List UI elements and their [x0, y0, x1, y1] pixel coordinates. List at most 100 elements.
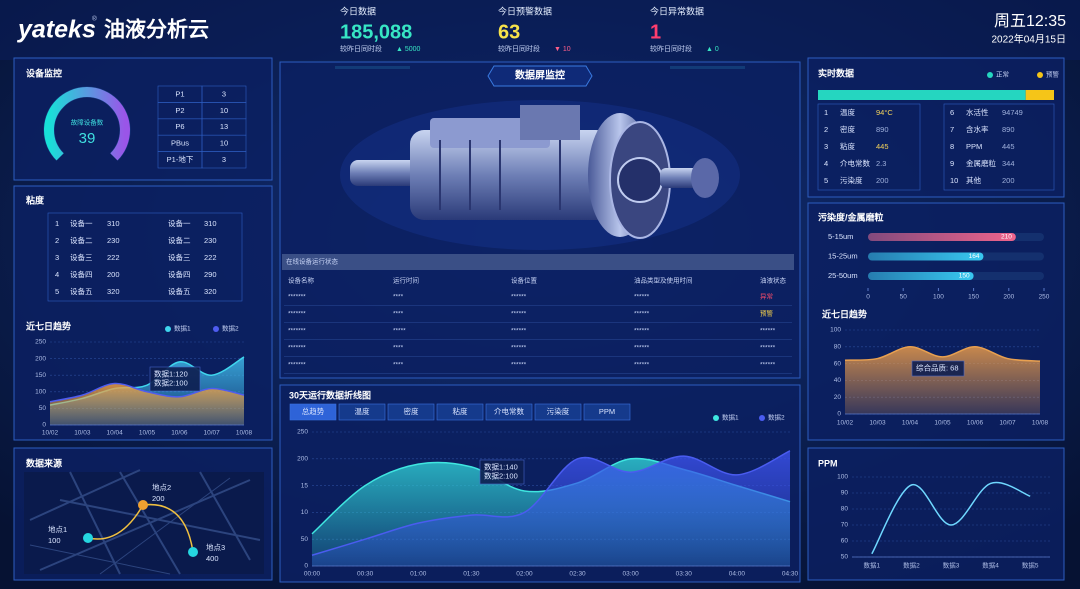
table-text: ****	[393, 294, 404, 301]
y-tick-label: 60	[834, 360, 842, 367]
panel-title: 30天运行数据折线图	[289, 389, 371, 400]
bar	[868, 233, 1016, 241]
table-text: ******	[634, 328, 650, 335]
machine-image	[340, 100, 740, 250]
tab-label[interactable]: 粘度	[453, 406, 468, 416]
tab[interactable]	[534, 403, 582, 421]
row-name: 其他	[966, 175, 981, 185]
table-text: 设备四	[70, 269, 93, 279]
y-tick-label: 150	[35, 372, 46, 379]
row-name: 温度	[840, 107, 855, 117]
tab-label[interactable]: 污染度	[547, 406, 570, 416]
tab-label[interactable]: 总趋势	[302, 406, 325, 416]
tab-label[interactable]: 介电常数	[494, 406, 524, 416]
table-header: 油液状态	[760, 276, 787, 285]
table-text: *******	[288, 311, 306, 318]
row-number: 4	[824, 159, 828, 168]
tab-label[interactable]: PPM	[599, 407, 615, 416]
row-name: 金属磨粒	[966, 158, 996, 168]
x-tick-label: 10/04	[107, 430, 124, 437]
y-tick-label: 5-15um	[828, 232, 853, 241]
x-tick-label: 04:30	[782, 571, 799, 578]
row-number: 1	[824, 108, 828, 117]
x-tick-label: 100	[933, 294, 944, 301]
value-label: 164	[969, 253, 980, 260]
line	[49, 382, 245, 403]
kpi-change: ▲ 0	[706, 46, 719, 53]
row-name: 含水率	[966, 124, 989, 134]
table-text: 222	[204, 253, 217, 262]
y-tick-label: 50	[841, 554, 849, 561]
panel-title: 粘度	[25, 194, 45, 205]
y-tick-label: 70	[841, 522, 849, 529]
table-text: 310	[204, 219, 217, 228]
bar	[868, 272, 974, 280]
map-value: 400	[206, 554, 219, 563]
line	[844, 346, 1041, 362]
row-number: 9	[950, 159, 954, 168]
app-title: 油液分析云	[104, 18, 209, 42]
table-text: 设备一	[70, 218, 93, 228]
map-streets	[29, 469, 261, 575]
progress-segment	[818, 90, 1026, 100]
table-title: 在线设备运行状态	[286, 257, 339, 266]
panel-title: 设备监控	[26, 67, 62, 78]
legend-label: 数据1	[722, 413, 739, 422]
table-text: ******	[634, 311, 650, 318]
x-tick-label: 03:30	[676, 571, 693, 578]
table-text: 3	[222, 155, 226, 164]
kpi-compare: 较昨日同时段	[340, 44, 382, 53]
line	[871, 481, 1031, 555]
tab-label[interactable]: 密度	[404, 406, 419, 416]
map	[24, 472, 264, 574]
x-tick-label: 150	[968, 294, 979, 301]
y-tick-label: 60	[841, 538, 849, 545]
table-header-band	[282, 254, 794, 270]
table-text: 设备四	[168, 269, 191, 279]
row-number: 8	[950, 142, 954, 151]
table-text: 10	[220, 139, 228, 148]
tab[interactable]	[387, 403, 435, 421]
y-tick-label: 250	[35, 339, 46, 346]
table-text: *****	[393, 328, 406, 335]
tab[interactable]	[485, 403, 533, 421]
y-tick-label: 0	[42, 422, 46, 429]
row-value: 94749	[1002, 108, 1023, 117]
x-tick-label: 10/03	[74, 430, 91, 437]
x-tick-label: 数据4	[982, 561, 999, 570]
tooltip-text: 数据2:100	[154, 377, 188, 387]
panel	[807, 57, 1065, 198]
y-tick-label: 100	[837, 474, 848, 481]
gauge-arc	[44, 87, 130, 161]
logo-mark: ®	[92, 15, 97, 23]
table-header: 油品类型及使用时间	[634, 276, 693, 285]
table-text: 设备三	[70, 252, 93, 262]
kpi-label: 今日数据	[340, 5, 376, 16]
value-label: 210	[1001, 234, 1012, 241]
tab[interactable]	[436, 403, 484, 421]
table-text: ******	[511, 311, 527, 318]
row-value: 200	[876, 176, 889, 185]
kpi-compare: 较昨日同时段	[650, 44, 692, 53]
table-text: ******	[760, 362, 776, 369]
tab-label[interactable]: 温度	[355, 406, 370, 416]
x-tick-label: 02:00	[516, 571, 533, 578]
table-text: ******	[760, 328, 776, 335]
x-tick-label: 01:00	[410, 571, 427, 578]
tab[interactable]	[338, 403, 386, 421]
tab[interactable]	[583, 403, 631, 421]
table-text: 预警	[760, 309, 774, 318]
table-text: *******	[288, 345, 306, 352]
tab[interactable]	[289, 403, 337, 421]
x-tick-label: 10/02	[42, 430, 59, 437]
bar	[868, 252, 984, 261]
y-tick-label: 80	[841, 506, 849, 513]
y-tick-label: 0	[837, 411, 841, 418]
table-text: 230	[107, 236, 120, 245]
row-number: 2	[824, 125, 828, 134]
map-point	[188, 547, 198, 557]
y-tick-label: 100	[830, 327, 841, 334]
legend-marker	[759, 415, 765, 421]
kpi-value: 63	[498, 21, 520, 43]
table-text: 3	[222, 89, 226, 98]
